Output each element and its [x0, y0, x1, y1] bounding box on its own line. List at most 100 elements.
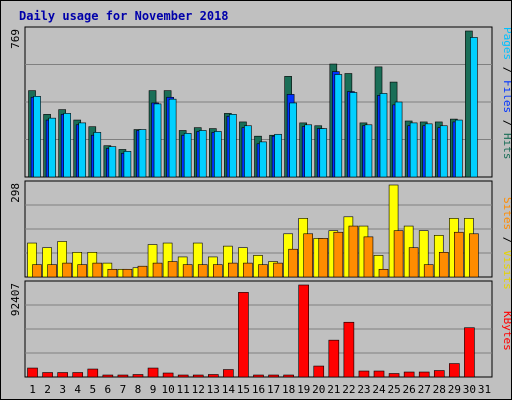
bar-pages-day-18: [289, 102, 297, 178]
bar-visits-day-1: [27, 242, 37, 278]
bar-kbytes-day-24: [373, 370, 385, 378]
bar-visits-day-15: [238, 247, 248, 278]
day-label-29: 29: [448, 383, 461, 396]
bar-pages-day-13: [214, 131, 222, 178]
bar-kbytes-day-29: [449, 363, 460, 378]
bar-kbytes-day-8: [132, 374, 144, 378]
bar-pages-day-21: [334, 74, 343, 178]
bar-kbytes-day-2: [42, 372, 53, 378]
bar-kbytes-day-5: [87, 368, 99, 378]
bar-sites-day-6: [107, 268, 118, 278]
bar-sites-day-30: [469, 233, 479, 278]
day-label-11: 11: [177, 383, 190, 396]
day-label-7: 7: [120, 383, 127, 396]
max-label-kbytes: 92407: [9, 283, 22, 316]
right-series-labels: Pages / Files / Hits Sites / Visits KBytes: [501, 27, 511, 351]
panel-hits-files-pages: 769: [9, 26, 493, 178]
bar-kbytes-day-16: [253, 374, 264, 378]
right-label-middle-part-1: /: [501, 230, 511, 250]
day-label-24: 24: [372, 383, 386, 396]
bar-pages-day-5: [93, 132, 102, 178]
bar-pages-day-28: [439, 125, 448, 178]
bar-pages-day-15: [244, 125, 252, 178]
bar-sites-day-25: [393, 230, 404, 278]
bar-visits-day-10: [162, 242, 173, 278]
day-label-9: 9: [150, 383, 157, 396]
bar-visits-day-9: [147, 244, 158, 278]
bar-pages-day-9: [153, 103, 162, 178]
bar-kbytes-day-18: [283, 374, 294, 378]
bar-sites-day-1: [32, 264, 42, 278]
bar-pages-day-23: [364, 124, 373, 178]
day-label-27: 27: [418, 383, 431, 396]
bar-sites-day-2: [47, 264, 57, 278]
bar-sites-day-11: [182, 264, 193, 278]
bar-kbytes-day-9: [147, 367, 159, 378]
day-labels: 1 2 3 4 5 6 7 8 9 10 11 12 13 14 15 16 17 18 19 20 21 22 23 24 2…: [29, 383, 491, 396]
bar-pages-day-27: [424, 123, 433, 178]
day-label-26: 26: [403, 383, 416, 396]
day-label-12: 12: [192, 383, 205, 396]
bar-sites-day-8: [137, 265, 148, 278]
bar-pages-day-10: [168, 98, 177, 178]
bar-sites-day-5: [92, 262, 103, 278]
bar-visits-day-3: [57, 241, 67, 278]
right-label-middle-part-2: Visits: [501, 250, 511, 290]
bar-kbytes-day-19: [298, 284, 309, 378]
panel-kbytes: 92407: [9, 280, 493, 378]
right-label-top: Pages / Files / Hits: [501, 27, 511, 160]
day-label-23: 23: [357, 383, 370, 396]
day-label-22: 22: [342, 383, 355, 396]
bar-pages-day-22: [349, 92, 358, 178]
day-label-18: 18: [282, 383, 295, 396]
right-label-top-part-3: /: [501, 113, 511, 133]
bar-sites-day-3: [62, 262, 72, 278]
chart-panels: 769 298 92407: [9, 26, 493, 378]
bar-pages-day-6: [108, 146, 117, 178]
right-label-top-part-4: Hits: [501, 133, 511, 160]
bar-pages-day-8: [138, 129, 147, 178]
bar-sites-day-23: [363, 236, 374, 278]
bar-sites-day-27: [423, 264, 434, 278]
bar-visits-day-14: [223, 245, 233, 278]
bar-kbytes-day-21: [328, 339, 340, 378]
day-label-28: 28: [433, 383, 446, 396]
bar-kbytes-day-25: [388, 373, 400, 378]
bar-sites-day-28: [438, 252, 449, 278]
bar-sites-day-15: [243, 262, 253, 278]
bar-pages-day-29: [455, 119, 463, 178]
bar-pages-day-17: [274, 133, 282, 178]
day-label-5: 5: [89, 383, 96, 396]
bar-pages-day-24: [379, 93, 388, 178]
bar-pages-day-14: [229, 114, 237, 178]
bar-visits-day-24: [373, 255, 384, 278]
bar-kbytes-day-13: [208, 374, 219, 378]
bar-kbytes-day-3: [57, 372, 68, 378]
day-label-15: 15: [237, 383, 250, 396]
right-label-bottom: KBytes: [501, 311, 511, 351]
bar-kbytes-day-26: [403, 371, 415, 378]
bar-kbytes-day-20: [313, 365, 325, 378]
bar-pages-day-26: [409, 122, 418, 178]
bar-pages-day-3: [63, 113, 71, 178]
bar-sites-day-7: [122, 268, 133, 278]
bar-sites-day-26: [408, 247, 419, 278]
bar-kbytes-day-7: [117, 374, 129, 378]
bar-kbytes-day-12: [192, 374, 204, 378]
bar-kbytes-day-17: [268, 374, 279, 378]
bar-kbytes-day-23: [358, 370, 370, 378]
bar-sites-day-10: [167, 261, 178, 278]
right-label-middle: Sites / Visits: [501, 197, 511, 290]
bar-kbytes-day-14: [223, 369, 234, 378]
bar-sites-day-29: [454, 231, 464, 278]
bar-visits-day-2: [42, 247, 52, 278]
bar-sites-day-13: [213, 264, 223, 278]
bar-pages-day-7: [123, 151, 132, 178]
bar-kbytes-day-15: [238, 292, 249, 378]
day-label-13: 13: [207, 383, 220, 396]
day-label-30: 30: [463, 383, 476, 396]
bar-kbytes-day-4: [72, 372, 84, 378]
bar-sites-day-4: [77, 264, 88, 278]
bar-pages-day-16: [259, 141, 267, 178]
right-label-top-part-0: Pages: [501, 27, 511, 60]
